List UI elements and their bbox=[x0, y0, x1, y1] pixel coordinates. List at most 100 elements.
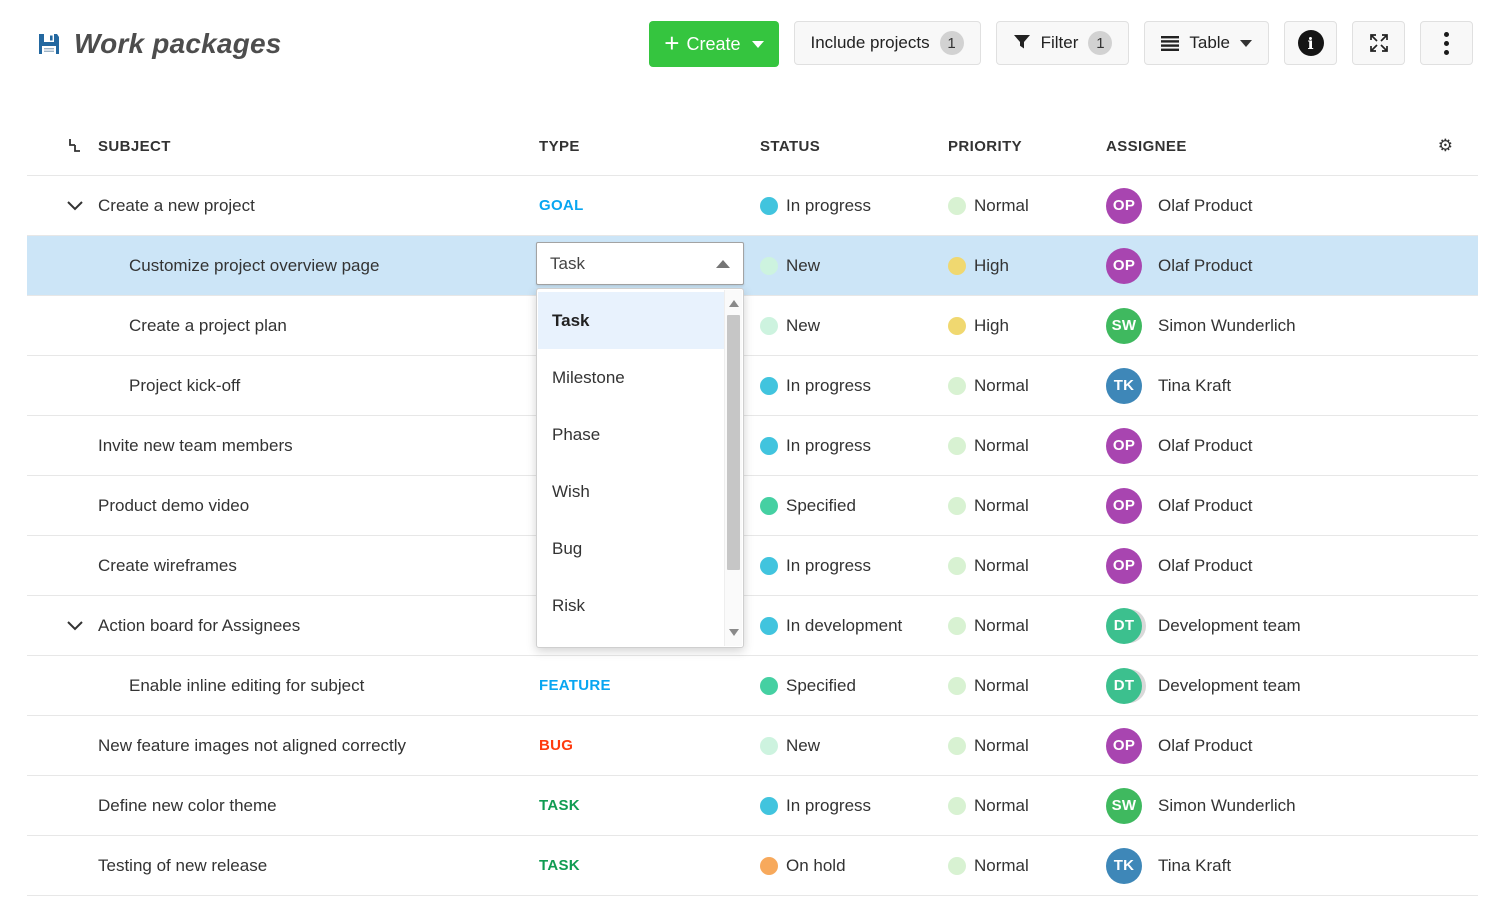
status-cell[interactable]: In progress bbox=[755, 436, 940, 456]
avatar: TK bbox=[1106, 847, 1142, 884]
table-row[interactable]: Define new color theme TASK In progress … bbox=[27, 776, 1478, 836]
type-cell[interactable]: FEATURE bbox=[535, 677, 755, 694]
assignee-cell[interactable]: DT Development team bbox=[1100, 607, 1420, 644]
priority-cell[interactable]: Normal bbox=[940, 196, 1100, 216]
subject-cell[interactable]: Create a project plan bbox=[27, 316, 535, 336]
dropdown-option-phase[interactable]: Phase bbox=[552, 424, 601, 444]
table-row[interactable]: Create a project plan New High SW Simon W… bbox=[27, 296, 1478, 356]
table-row[interactable]: Project kick-off In progress Normal TK Ti… bbox=[27, 356, 1478, 416]
subject-column-header[interactable]: SUBJECT bbox=[27, 138, 535, 155]
dropdown-option-task[interactable]: Task bbox=[538, 292, 724, 349]
save-icon[interactable] bbox=[37, 32, 61, 56]
table-row-selected[interactable]: Customize project overview page New High… bbox=[27, 236, 1478, 296]
dropdown-option-risk[interactable]: Risk bbox=[552, 595, 586, 615]
priority-cell[interactable]: High bbox=[940, 316, 1100, 336]
status-cell[interactable]: New bbox=[755, 316, 940, 336]
priority-cell[interactable]: Normal bbox=[940, 436, 1100, 456]
table-row[interactable]: Invite new team members In progress Norm… bbox=[27, 416, 1478, 476]
subject-cell[interactable]: Action board for Assignees bbox=[27, 616, 535, 636]
assignee-column-header[interactable]: ASSIGNEE bbox=[1106, 137, 1187, 155]
assignee-cell[interactable]: OP Olaf Product bbox=[1100, 427, 1420, 464]
status-cell[interactable]: In progress bbox=[755, 196, 940, 216]
dropdown-option-bug[interactable]: Bug bbox=[552, 538, 583, 558]
gear-icon[interactable]: ⚙ bbox=[1437, 136, 1453, 156]
subject-cell[interactable]: Create a new project bbox=[27, 196, 535, 216]
status-cell[interactable]: On hold bbox=[755, 856, 940, 876]
assignee-cell[interactable]: OP Olaf Product bbox=[1100, 727, 1420, 764]
scroll-up-arrow-icon[interactable] bbox=[729, 300, 739, 307]
priority-cell[interactable]: Normal bbox=[940, 856, 1100, 876]
subject-cell[interactable]: Define new color theme bbox=[27, 796, 535, 816]
dropdown-scrollbar[interactable] bbox=[724, 290, 742, 646]
priority-label: High bbox=[974, 315, 1009, 335]
priority-column-header[interactable]: PRIORITY bbox=[948, 137, 1023, 155]
filter-button[interactable]: Filter 1 bbox=[995, 21, 1130, 65]
assignee-cell[interactable]: DT Development team bbox=[1100, 667, 1420, 704]
assignee-cell[interactable]: OP Olaf Product bbox=[1100, 247, 1420, 284]
subject-cell[interactable]: Invite new team members bbox=[27, 436, 535, 456]
assignee-cell[interactable]: OP Olaf Product bbox=[1100, 487, 1420, 524]
status-cell[interactable]: New bbox=[755, 256, 940, 276]
priority-cell[interactable]: Normal bbox=[940, 736, 1100, 756]
status-cell[interactable]: In development bbox=[755, 616, 940, 636]
priority-cell[interactable]: Normal bbox=[940, 496, 1100, 516]
status-cell[interactable]: In progress bbox=[755, 556, 940, 576]
subject-cell[interactable]: Enable inline editing for subject bbox=[27, 676, 535, 696]
priority-label: Normal bbox=[974, 195, 1029, 215]
assignee-cell[interactable]: SW Simon Wunderlich bbox=[1100, 787, 1420, 824]
subject-cell[interactable]: Create wireframes bbox=[27, 556, 535, 576]
info-button[interactable]: i bbox=[1284, 21, 1337, 65]
table-row[interactable]: Enable inline editing for subject FEATUR… bbox=[27, 656, 1478, 716]
status-column-header[interactable]: STATUS bbox=[760, 137, 821, 155]
table-row[interactable]: Create a new project GOAL In progress No… bbox=[27, 176, 1478, 236]
subject-cell[interactable]: Project kick-off bbox=[27, 376, 535, 396]
type-cell[interactable]: TASK bbox=[535, 857, 755, 874]
assignee-cell[interactable]: OP Olaf Product bbox=[1100, 187, 1420, 224]
status-cell[interactable]: In progress bbox=[755, 376, 940, 396]
table-row[interactable]: Create wireframes In progress Normal OP O… bbox=[27, 536, 1478, 596]
type-cell[interactable]: TASK bbox=[535, 797, 755, 814]
hierarchy-icon[interactable] bbox=[67, 138, 98, 154]
status-cell[interactable]: In progress bbox=[755, 796, 940, 816]
collapse-chevron[interactable] bbox=[67, 200, 98, 211]
subject-cell[interactable]: Customize project overview page bbox=[27, 256, 535, 276]
assignee-cell[interactable]: TK Tina Kraft bbox=[1100, 367, 1420, 404]
status-cell[interactable]: Specified bbox=[755, 676, 940, 696]
work-package-subject: Product demo video bbox=[98, 495, 250, 515]
collapse-chevron[interactable] bbox=[67, 620, 98, 631]
table-row[interactable]: Testing of new release TASK On hold Norm… bbox=[27, 836, 1478, 896]
priority-cell[interactable]: Normal bbox=[940, 676, 1100, 696]
priority-cell[interactable]: Normal bbox=[940, 796, 1100, 816]
type-label: TASK bbox=[539, 797, 580, 814]
status-label: In progress bbox=[786, 375, 872, 395]
priority-dot bbox=[948, 796, 966, 815]
create-button[interactable]: + Create bbox=[649, 21, 779, 67]
scroll-down-arrow-icon[interactable] bbox=[729, 629, 739, 636]
dropdown-option-wish[interactable]: Wish bbox=[552, 481, 590, 501]
table-row[interactable]: Action board for Assignees In developmen… bbox=[27, 596, 1478, 656]
status-cell[interactable]: Specified bbox=[755, 496, 940, 516]
priority-cell[interactable]: Normal bbox=[940, 376, 1100, 396]
assignee-cell[interactable]: TK Tina Kraft bbox=[1100, 847, 1420, 884]
include-projects-button[interactable]: Include projects 1 bbox=[793, 21, 981, 65]
assignee-cell[interactable]: OP Olaf Product bbox=[1100, 547, 1420, 584]
type-select[interactable]: Task bbox=[536, 242, 744, 285]
status-cell[interactable]: New bbox=[755, 736, 940, 756]
fullscreen-button[interactable] bbox=[1352, 21, 1405, 65]
scrollbar-thumb[interactable] bbox=[727, 315, 740, 570]
subject-cell[interactable]: Product demo video bbox=[27, 496, 535, 516]
subject-cell[interactable]: Testing of new release bbox=[27, 856, 535, 876]
priority-cell[interactable]: Normal bbox=[940, 616, 1100, 636]
subject-cell[interactable]: New feature images not aligned correctly bbox=[27, 736, 535, 756]
assignee-cell[interactable]: SW Simon Wunderlich bbox=[1100, 307, 1420, 344]
more-options-button[interactable] bbox=[1420, 21, 1473, 65]
priority-cell[interactable]: High bbox=[940, 256, 1100, 276]
table-row[interactable]: New feature images not aligned correctly… bbox=[27, 716, 1478, 776]
dropdown-option-milestone[interactable]: Milestone bbox=[552, 367, 625, 387]
priority-cell[interactable]: Normal bbox=[940, 556, 1100, 576]
table-view-button[interactable]: Table bbox=[1144, 21, 1269, 65]
type-cell[interactable]: GOAL bbox=[535, 197, 755, 214]
type-cell[interactable]: BUG bbox=[535, 737, 755, 754]
type-column-header[interactable]: TYPE bbox=[539, 137, 580, 155]
table-row[interactable]: Product demo video Specified Normal OP Ol… bbox=[27, 476, 1478, 536]
